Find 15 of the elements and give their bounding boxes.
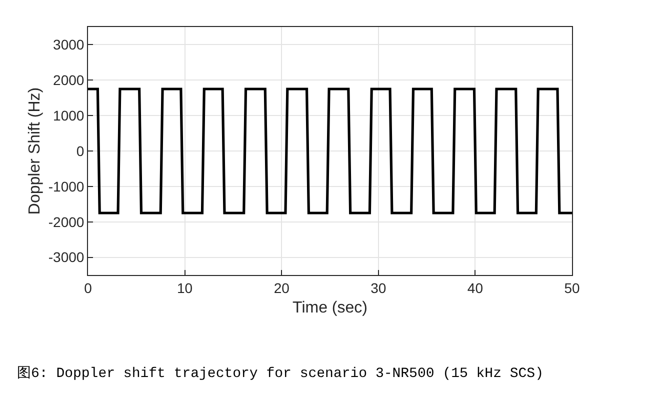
x-tick-label: 50 [564, 280, 580, 296]
caption: 图6: Doppler shift trajectory for scenario 3-NR500 (15 kHz SCS) [17, 366, 544, 382]
y-tick-label: -3000 [48, 249, 84, 266]
x-tick-label: 30 [370, 280, 386, 296]
x-axis-title: Time (sec) [292, 300, 368, 316]
y-tick-label: 3000 [53, 36, 84, 53]
x-tick-label: 20 [274, 280, 290, 296]
y-tick-label: -2000 [48, 214, 84, 230]
y-tick-label: 0 [76, 142, 84, 159]
y-tick-label: -1000 [48, 178, 84, 194]
x-tick-label: 40 [467, 280, 484, 296]
x-tick-label: 10 [177, 280, 193, 296]
y-axis-title: Doppler Shift (Hz) [26, 87, 44, 215]
y-tick-label: 1000 [53, 107, 84, 124]
y-tick-label: 2000 [53, 72, 84, 88]
